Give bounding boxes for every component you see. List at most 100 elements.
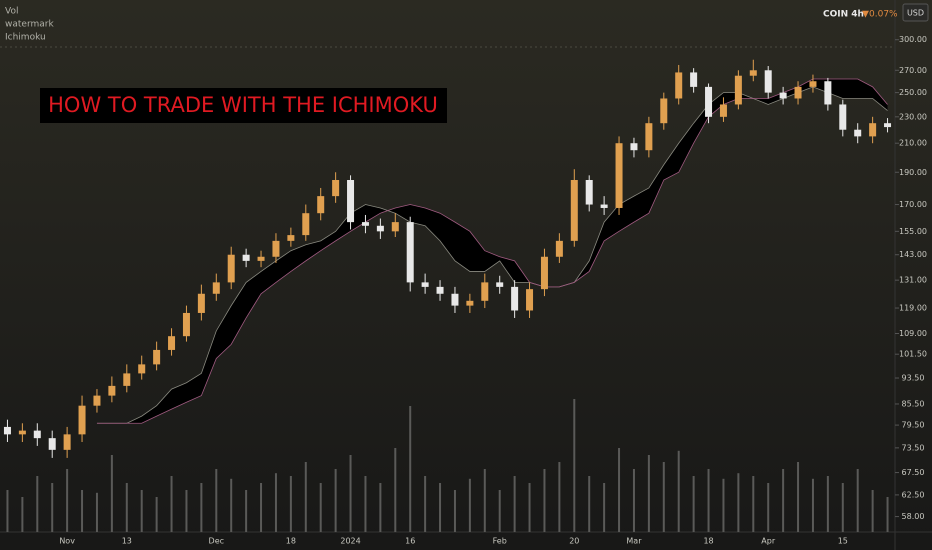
y-tick-label: 119.00 xyxy=(899,304,927,313)
candle-body xyxy=(138,364,146,374)
candle-body xyxy=(361,222,369,226)
candle-body xyxy=(660,98,668,124)
candle-body xyxy=(63,434,71,450)
candle-body xyxy=(749,70,757,76)
candle-body xyxy=(884,123,892,128)
volume-bar xyxy=(274,473,277,532)
volume-bar xyxy=(81,490,84,532)
change: 0.07% xyxy=(869,10,898,20)
volume-bar xyxy=(588,476,591,532)
candle-body xyxy=(227,254,235,283)
y-tick-label: 58.00 xyxy=(902,512,925,521)
volume-bar xyxy=(125,483,128,532)
x-tick-label: 13 xyxy=(122,537,132,546)
indicator-label[interactable]: Vol xyxy=(5,7,18,17)
candle-body xyxy=(272,240,280,257)
volume-bar xyxy=(140,490,143,532)
x-tick-label: Nov xyxy=(59,537,75,546)
volume-bar xyxy=(334,469,337,532)
volume-bar xyxy=(66,469,69,532)
currency-box[interactable] xyxy=(902,3,929,22)
volume-bar xyxy=(528,483,531,532)
volume-bar xyxy=(886,497,889,532)
y-tick-label: 85.50 xyxy=(902,399,925,408)
cloud-layer xyxy=(96,78,888,424)
y-tick-label: 93.50 xyxy=(902,374,925,383)
candle-body xyxy=(511,286,519,311)
volume-bar xyxy=(6,490,9,532)
volume-bar xyxy=(618,448,621,532)
y-tick-label: 270.00 xyxy=(899,66,927,75)
indicator-label[interactable]: watermark xyxy=(5,20,54,30)
candle-body xyxy=(168,336,176,350)
candle-body xyxy=(197,293,205,313)
candle-body xyxy=(18,430,26,435)
volume-bar xyxy=(379,483,382,532)
volume-bar xyxy=(51,483,54,532)
x-tick-label: 20 xyxy=(569,537,579,546)
candle-body xyxy=(123,373,131,386)
y-tick-label: 300.00 xyxy=(899,35,927,44)
candle-body xyxy=(839,104,847,130)
y-tick-label: 250.00 xyxy=(899,88,927,97)
volume-bar xyxy=(603,483,606,532)
volume-bar xyxy=(513,476,516,532)
candle-body xyxy=(854,129,862,137)
candle-body xyxy=(540,256,548,290)
candle-body xyxy=(317,196,325,214)
y-tick-label: 190.00 xyxy=(899,168,927,177)
candle-body xyxy=(869,123,877,137)
indicator-label[interactable]: Ichimoku xyxy=(5,33,46,43)
candle-body xyxy=(391,222,399,232)
volume-bar xyxy=(782,469,785,532)
volume-bar xyxy=(856,469,859,532)
y-tick-label: 131.00 xyxy=(899,276,927,285)
volume-bar xyxy=(483,469,486,532)
candle-body xyxy=(93,395,101,406)
candle-body xyxy=(242,254,250,261)
volume-bar xyxy=(21,497,24,532)
candle-body xyxy=(526,289,534,311)
x-tick-label: 16 xyxy=(405,537,415,546)
candle-body xyxy=(33,430,41,439)
volume-bar xyxy=(573,399,576,532)
chart-title: HOW TO TRADE WITH THE ICHIMOKU xyxy=(48,93,438,117)
candle-body xyxy=(764,70,772,93)
span-b xyxy=(96,78,888,424)
y-tick-label: 170.00 xyxy=(899,200,927,209)
candle-body xyxy=(630,143,638,151)
candle-body xyxy=(675,72,683,99)
symbol[interactable]: COIN 4h xyxy=(823,10,864,20)
volume-bar xyxy=(319,483,322,532)
currency[interactable]: USD xyxy=(907,9,924,18)
volume-bar xyxy=(841,483,844,532)
volume-bar xyxy=(289,476,292,532)
volume-bar xyxy=(424,476,427,532)
candle-body xyxy=(182,312,190,337)
volume-bar xyxy=(394,448,397,532)
x-tick-label: Mar xyxy=(626,537,642,546)
volume-bar xyxy=(185,490,188,532)
candle-layer xyxy=(3,59,892,458)
candle-body xyxy=(481,282,489,301)
y-tick-label: 109.00 xyxy=(899,329,927,338)
volume-bar xyxy=(245,490,248,532)
candle-body xyxy=(287,235,295,241)
span-a xyxy=(96,86,888,424)
candle-body xyxy=(779,92,787,99)
volume-bar xyxy=(871,490,874,532)
candle-body xyxy=(794,86,802,99)
volume-bar xyxy=(811,478,814,532)
candle-body xyxy=(645,123,653,151)
y-tick-label: 73.50 xyxy=(902,443,925,452)
candle-body xyxy=(48,438,56,450)
volume-bar xyxy=(737,473,740,532)
change-icon: ▼ xyxy=(862,10,869,20)
candle-body xyxy=(615,143,623,208)
volume-bar xyxy=(543,469,546,532)
volume-bar xyxy=(304,462,307,532)
y-tick-label: 155.00 xyxy=(899,227,927,236)
title-banner xyxy=(40,88,447,123)
